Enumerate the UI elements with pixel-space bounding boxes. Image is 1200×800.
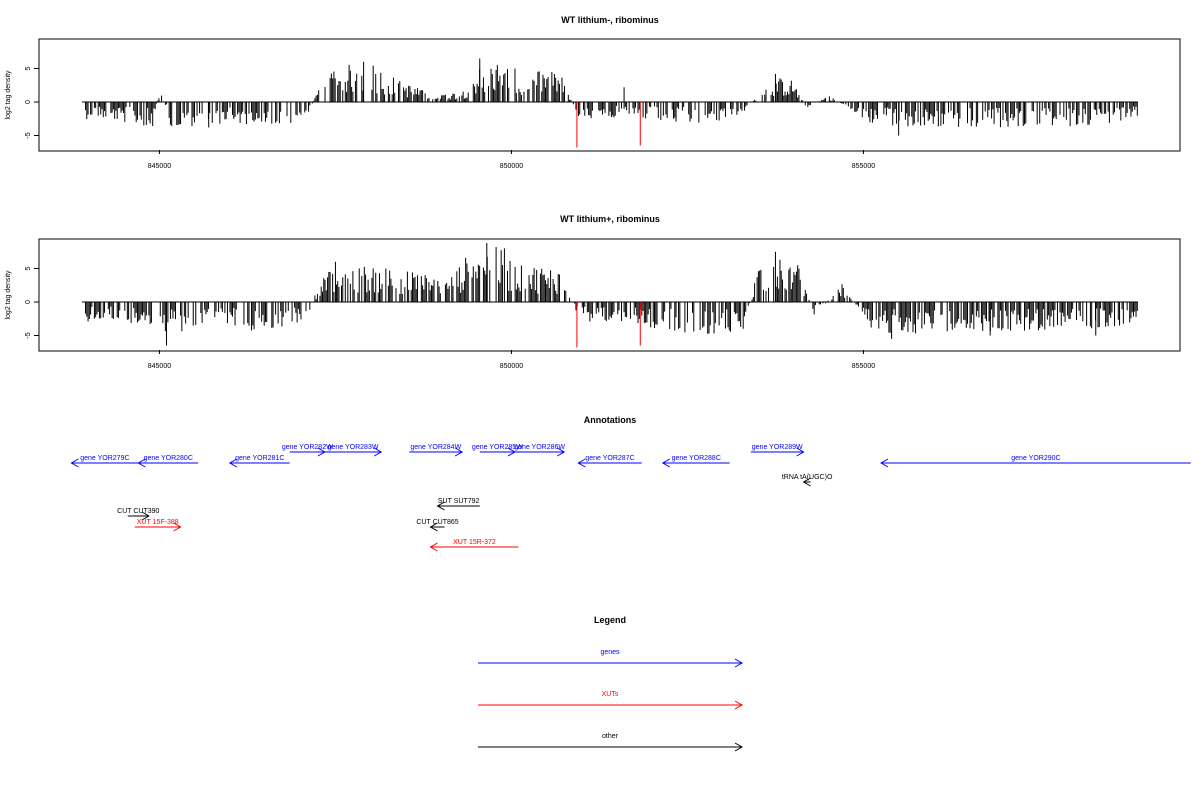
feature-arrowhead	[373, 447, 383, 457]
panel-2-title: WT lithium+, ribominus	[560, 214, 660, 224]
feature-arrowhead	[796, 447, 805, 457]
feature-arrowhead	[141, 511, 150, 521]
feature-label: gene YOR288C	[672, 455, 721, 462]
panel-2-frame	[38, 238, 1181, 352]
y-tick-label: -5	[25, 332, 32, 338]
annotations-track: Annotations gene YOR279C gene YOR280C gene…	[70, 415, 1191, 552]
y-tick-label: 0	[25, 300, 32, 304]
panel-lithium-plus: WT lithium+, ribominus log2 tag density …	[5, 214, 1181, 370]
feature-label: XUT 15F-388	[137, 519, 179, 526]
feature-label: gene YOR285W	[472, 444, 523, 451]
feature-arrowhead	[436, 501, 445, 511]
feature-arrowhead	[173, 522, 182, 532]
legend-arrowhead	[734, 700, 744, 710]
x-tick-label: 850000	[500, 163, 523, 170]
feature-label: gene YOR289W	[752, 444, 803, 451]
feature-label: XUT 15R-372	[453, 539, 496, 546]
annotations-title: Annotations	[584, 415, 637, 425]
feature-arrowhead	[429, 522, 438, 532]
feature-arrowhead	[661, 458, 671, 468]
feature-arrowhead	[577, 458, 586, 468]
panel-2-bars	[82, 243, 1138, 348]
annotation-features: gene YOR279C gene YOR280C gene YOR281C gene…	[70, 444, 1191, 552]
panel-1-ylabel: log2 tag density	[5, 70, 12, 120]
legend-arrowhead	[734, 658, 744, 668]
feature-label: gene YOR287C	[585, 455, 634, 462]
y-tick-label: 0	[25, 100, 32, 104]
panel-1-y-axis: -5 0 5	[25, 66, 39, 139]
y-tick-label: 5	[25, 266, 32, 270]
panel-2-ylabel: log2 tag density	[5, 270, 12, 320]
feature-label: gene YOR282W	[282, 444, 333, 451]
x-tick-label: 855000	[852, 363, 875, 370]
feature-label: gene YOR283W	[328, 444, 379, 451]
legend-arrowhead	[734, 742, 744, 752]
panel-1-x-axis: 845000 850000 855000	[148, 150, 875, 170]
feature-arrowhead	[454, 447, 464, 457]
panel-2-y-axis: -5 0 5	[25, 266, 39, 339]
feature-label: gene YOR281C	[235, 455, 284, 462]
panel-1-frame	[38, 38, 1181, 152]
x-tick-label: 850000	[500, 363, 523, 370]
panel-2-x-axis: 845000 850000 855000	[148, 350, 875, 370]
panel-1-bars	[82, 58, 1138, 148]
feature-label: gene YOR279C	[80, 455, 129, 462]
feature-arrowhead	[137, 458, 146, 468]
x-tick-label: 845000	[148, 163, 171, 170]
feature-label: gene YOR284W	[410, 444, 461, 451]
feature-arrowhead	[802, 477, 811, 487]
x-tick-label: 845000	[148, 363, 171, 370]
feature-arrowhead	[70, 458, 79, 468]
legend-label: genes	[600, 649, 620, 656]
y-tick-label: 5	[25, 66, 32, 70]
legend-label: XUTs	[602, 691, 619, 698]
feature-label: gene YOR286W	[514, 444, 565, 451]
feature-arrowhead	[556, 447, 566, 457]
legend: Legend genes XUTs other	[478, 615, 744, 752]
panel-lithium-minus: WT lithium-, ribominus log2 tag density …	[5, 15, 1181, 170]
feature-label: SUT SUT792	[438, 498, 480, 505]
legend-label: other	[602, 733, 619, 740]
y-tick-label: -5	[25, 132, 32, 138]
feature-arrowhead	[429, 542, 438, 552]
feature-arrowhead	[880, 458, 889, 468]
feature-label: tRNA tA(UGC)O	[782, 474, 833, 481]
legend-title: Legend	[594, 615, 626, 625]
feature-label: gene YOR280C	[144, 455, 193, 462]
feature-label: CUT CUT865	[416, 519, 458, 526]
feature-label: gene YOR290C	[1011, 455, 1060, 462]
feature-arrowhead	[228, 458, 238, 468]
panel-1-title: WT lithium-, ribominus	[561, 15, 659, 25]
legend-entries: genes XUTs other	[478, 649, 744, 752]
x-tick-label: 855000	[852, 163, 875, 170]
feature-label: CUT CUT390	[117, 508, 159, 515]
